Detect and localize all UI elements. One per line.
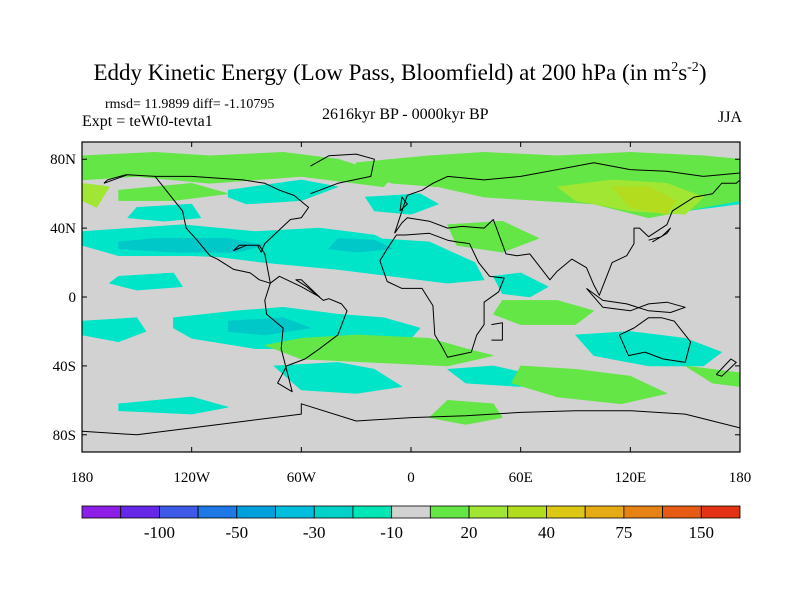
coastline xyxy=(399,196,408,212)
contour-region xyxy=(328,238,394,253)
contour-region xyxy=(127,203,202,222)
contour-region xyxy=(227,317,311,336)
lon-tick-label: 120W xyxy=(173,470,211,486)
colorbar-box xyxy=(352,505,393,519)
lat-tick-label: 80S xyxy=(53,428,76,444)
contour-region xyxy=(118,396,229,415)
coastline xyxy=(82,403,740,436)
title-unit-s: s xyxy=(678,60,688,85)
coastline xyxy=(394,162,740,296)
title-superscript-1: 2 xyxy=(671,60,679,75)
colorbar-label: -10 xyxy=(380,523,403,542)
experiment-label: Expt = teWt0-tevta1 xyxy=(82,113,213,130)
coastline xyxy=(379,232,505,358)
colorbar-label: 20 xyxy=(461,523,478,542)
stats-label: rmsd= 11.9899 diff= -1.10795 xyxy=(105,97,275,112)
colorbar-label: -100 xyxy=(144,523,175,542)
contour-region xyxy=(428,399,503,425)
coastline xyxy=(491,322,503,341)
contour-region xyxy=(118,238,266,253)
lon-tick-label: 60E xyxy=(509,470,533,486)
colorbar-box xyxy=(81,505,122,519)
contour-region xyxy=(109,272,183,291)
contour-region xyxy=(575,331,723,367)
contour-region xyxy=(492,300,595,325)
lon-tick-label: 120E xyxy=(614,470,646,486)
lon-tick-label: 180 xyxy=(71,470,94,486)
lon-tick-label: 60W xyxy=(287,470,317,486)
contour-region xyxy=(209,238,485,284)
coastline xyxy=(586,287,686,313)
lat-tick-label: 0 xyxy=(69,290,77,306)
contour-region xyxy=(492,272,549,298)
period-label: 2616kyr BP - 0000kyr BP xyxy=(322,106,489,123)
contour-region xyxy=(511,365,668,405)
colorbar-box xyxy=(236,505,276,519)
colorbar-label: 75 xyxy=(615,523,632,542)
colorbar-box xyxy=(700,505,741,519)
coastline xyxy=(310,153,375,195)
coastlines xyxy=(82,153,740,436)
colorbar-label: -50 xyxy=(225,523,248,542)
coastline xyxy=(103,174,310,284)
title-superscript-2: -2 xyxy=(687,60,699,75)
colorbar-box xyxy=(197,505,238,519)
coastline xyxy=(264,275,348,393)
title-close: ) xyxy=(698,60,707,85)
contour-region xyxy=(611,186,677,215)
contour-region xyxy=(684,365,740,387)
colorbar-box xyxy=(662,505,702,519)
coastline xyxy=(715,358,737,377)
lon-tick-label: 0 xyxy=(407,470,415,486)
contour-region xyxy=(82,183,110,208)
contour-region xyxy=(118,183,229,201)
colorbar-box xyxy=(391,505,431,519)
title-text: Eddy Kinetic Energy (Low Pass, Bloomfiel… xyxy=(93,60,672,85)
colorbar-box xyxy=(546,505,586,519)
lat-tick-label: 40N xyxy=(50,221,76,237)
contour-fills xyxy=(82,152,740,425)
colorbar-box xyxy=(313,505,354,519)
lat-tick-label: 80N xyxy=(50,152,76,168)
coastline xyxy=(618,317,692,363)
colorbar-box xyxy=(120,505,160,519)
lon-tick-label: 180 xyxy=(729,470,752,486)
coastline xyxy=(648,227,671,243)
colorbar-box xyxy=(159,505,199,519)
contour-region xyxy=(264,334,494,367)
colorbar-label: 40 xyxy=(538,523,555,542)
colorbar-label: -30 xyxy=(303,523,326,542)
colorbar-box xyxy=(275,505,315,519)
colorbar-box xyxy=(584,505,625,519)
colorbar-box xyxy=(507,505,547,519)
contour-region xyxy=(82,317,147,343)
colorbar-box xyxy=(468,505,509,519)
lat-tick-label: 40S xyxy=(53,359,76,375)
colorbar-label: 150 xyxy=(689,523,715,542)
contour-region xyxy=(273,362,403,394)
colorbar-box xyxy=(429,505,470,519)
season-label: JJA xyxy=(718,109,743,126)
colorbar-box xyxy=(623,505,663,519)
chart-title: Eddy Kinetic Energy (Low Pass, Bloomfiel… xyxy=(0,60,800,86)
